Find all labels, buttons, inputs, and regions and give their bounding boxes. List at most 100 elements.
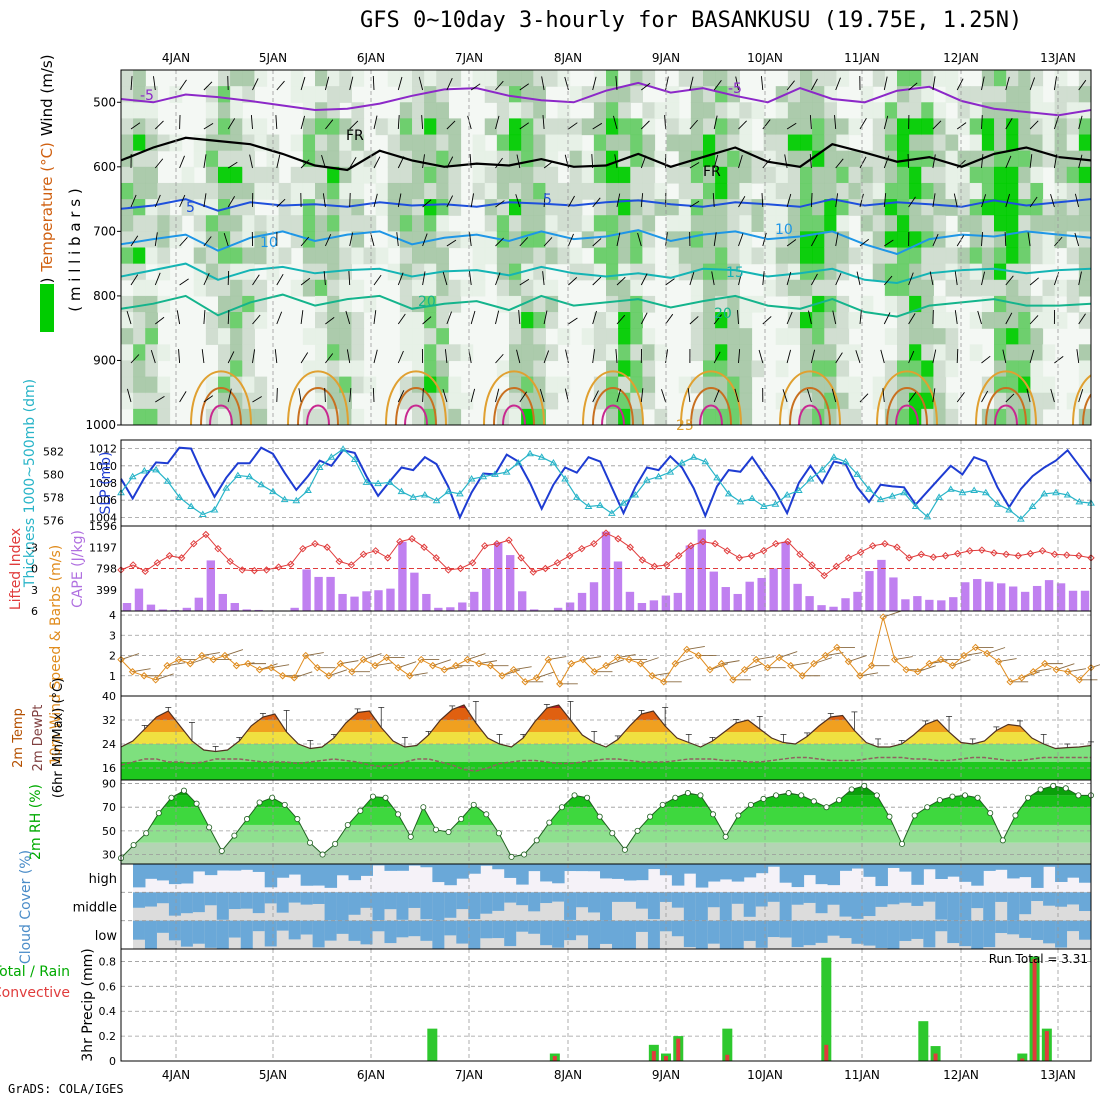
- wind-barb: [859, 238, 870, 247]
- rh-cell: [1030, 134, 1044, 152]
- rh-cell: [1018, 312, 1031, 329]
- wind-barb: [665, 278, 675, 286]
- wind-barb-10m: [952, 659, 971, 667]
- rh-cell: [496, 247, 510, 265]
- rh-cell: [363, 247, 377, 265]
- wind-barb: [252, 349, 256, 364]
- rh-cell: [533, 70, 546, 87]
- cloud-cell: [240, 920, 254, 949]
- wind-barb: [444, 349, 448, 364]
- wind-barb: [907, 154, 910, 169]
- cloud-cell: [504, 892, 517, 903]
- wind-barb: [276, 198, 286, 208]
- wind-marker: [475, 659, 483, 668]
- wind-marker: [856, 672, 864, 680]
- rh-cell: [205, 328, 219, 345]
- cloud-cell: [1055, 920, 1068, 948]
- rh-cell: [933, 328, 947, 345]
- wind-marker: [914, 668, 922, 676]
- rh-cell: [1054, 182, 1068, 200]
- rh-cell: [1054, 102, 1068, 120]
- rh-cell: [715, 247, 728, 265]
- rh-cell: [630, 247, 643, 265]
- rh-cell: [630, 182, 643, 200]
- wind-marker: [625, 655, 633, 664]
- cloud-cell: [444, 864, 457, 886]
- cloud-cell: [432, 864, 445, 883]
- thickness-marker: [339, 445, 347, 452]
- wind-barb: [154, 272, 161, 286]
- wind-marker: [579, 655, 587, 664]
- rh-cell: [1078, 166, 1091, 184]
- thickness-marker: [654, 472, 663, 480]
- rh-marker: [319, 851, 326, 858]
- wind-barb: [516, 349, 521, 364]
- rh-cell: [569, 134, 583, 152]
- wind-barb: [541, 76, 545, 91]
- cloud-ylabel: Cloud Cover (%): [18, 850, 34, 964]
- upper-air-frame: [120, 69, 1092, 426]
- lifted-marker: [226, 557, 234, 566]
- rh-marker: [936, 797, 943, 804]
- rh-cell: [763, 279, 777, 297]
- rh-cell: [812, 134, 825, 152]
- wind-barb-10m: [744, 663, 763, 671]
- rh-cell: [618, 328, 631, 345]
- wind-barb: [981, 390, 989, 403]
- wind-barb: [908, 196, 916, 208]
- lifted-marker: [1014, 552, 1022, 560]
- wind-barb: [981, 115, 983, 130]
- cloud-cell: [779, 864, 793, 883]
- rh-cell: [678, 118, 692, 136]
- rh-cell: [897, 360, 910, 378]
- rh-cell: [509, 360, 522, 378]
- rh-cell: [302, 118, 316, 136]
- surface-warm-contour: [699, 404, 723, 425]
- rh-cell: [666, 199, 680, 216]
- rh-cell: [133, 312, 146, 329]
- rh-cell: [496, 263, 510, 281]
- wind-marker: [971, 643, 980, 652]
- rh-cell: [654, 102, 668, 120]
- cloud-cell: [528, 920, 541, 934]
- rh-cell: [327, 182, 340, 200]
- thickness-marker: [257, 480, 266, 488]
- cloud-cell: [719, 864, 733, 880]
- rh-cell: [690, 295, 704, 313]
- cloud-cell: [564, 920, 577, 941]
- rh-cell: [509, 70, 522, 87]
- rh-cell: [642, 328, 656, 345]
- wind-barb: [856, 271, 861, 286]
- rh-cell: [484, 166, 498, 184]
- wind-barb: [613, 115, 618, 130]
- rh-cell: [1030, 247, 1044, 265]
- rh-cell: [133, 376, 146, 394]
- rh-cell: [472, 182, 486, 200]
- rh-cell: [351, 215, 365, 232]
- wind-barb: [859, 118, 867, 130]
- surface-warm-contour: [385, 370, 447, 425]
- rh-cell: [969, 199, 983, 216]
- rh-marker: [760, 795, 767, 802]
- rh-marker: [634, 827, 641, 834]
- wind-barb: [397, 115, 400, 130]
- rh-cell: [496, 279, 510, 297]
- rh-cell: [824, 166, 837, 184]
- cape-bar: [194, 597, 204, 611]
- rh-cell: [1042, 231, 1056, 249]
- rh-cell: [436, 328, 449, 345]
- rh-cell: [787, 295, 801, 313]
- rh-cell: [133, 295, 146, 313]
- cloud-cell: [791, 920, 805, 948]
- rh-cell: [933, 118, 947, 136]
- rh-cell: [872, 70, 886, 87]
- lifted-marker: [408, 535, 416, 543]
- wind-barb: [179, 278, 189, 286]
- rh-cell: [715, 199, 728, 216]
- rh-cell: [1018, 118, 1031, 136]
- lifted-marker: [1026, 549, 1035, 558]
- cloud-cell: [552, 892, 565, 902]
- wind-barb: [203, 272, 210, 286]
- rh-cell: [436, 150, 449, 168]
- surface-warm-contour: [895, 404, 919, 425]
